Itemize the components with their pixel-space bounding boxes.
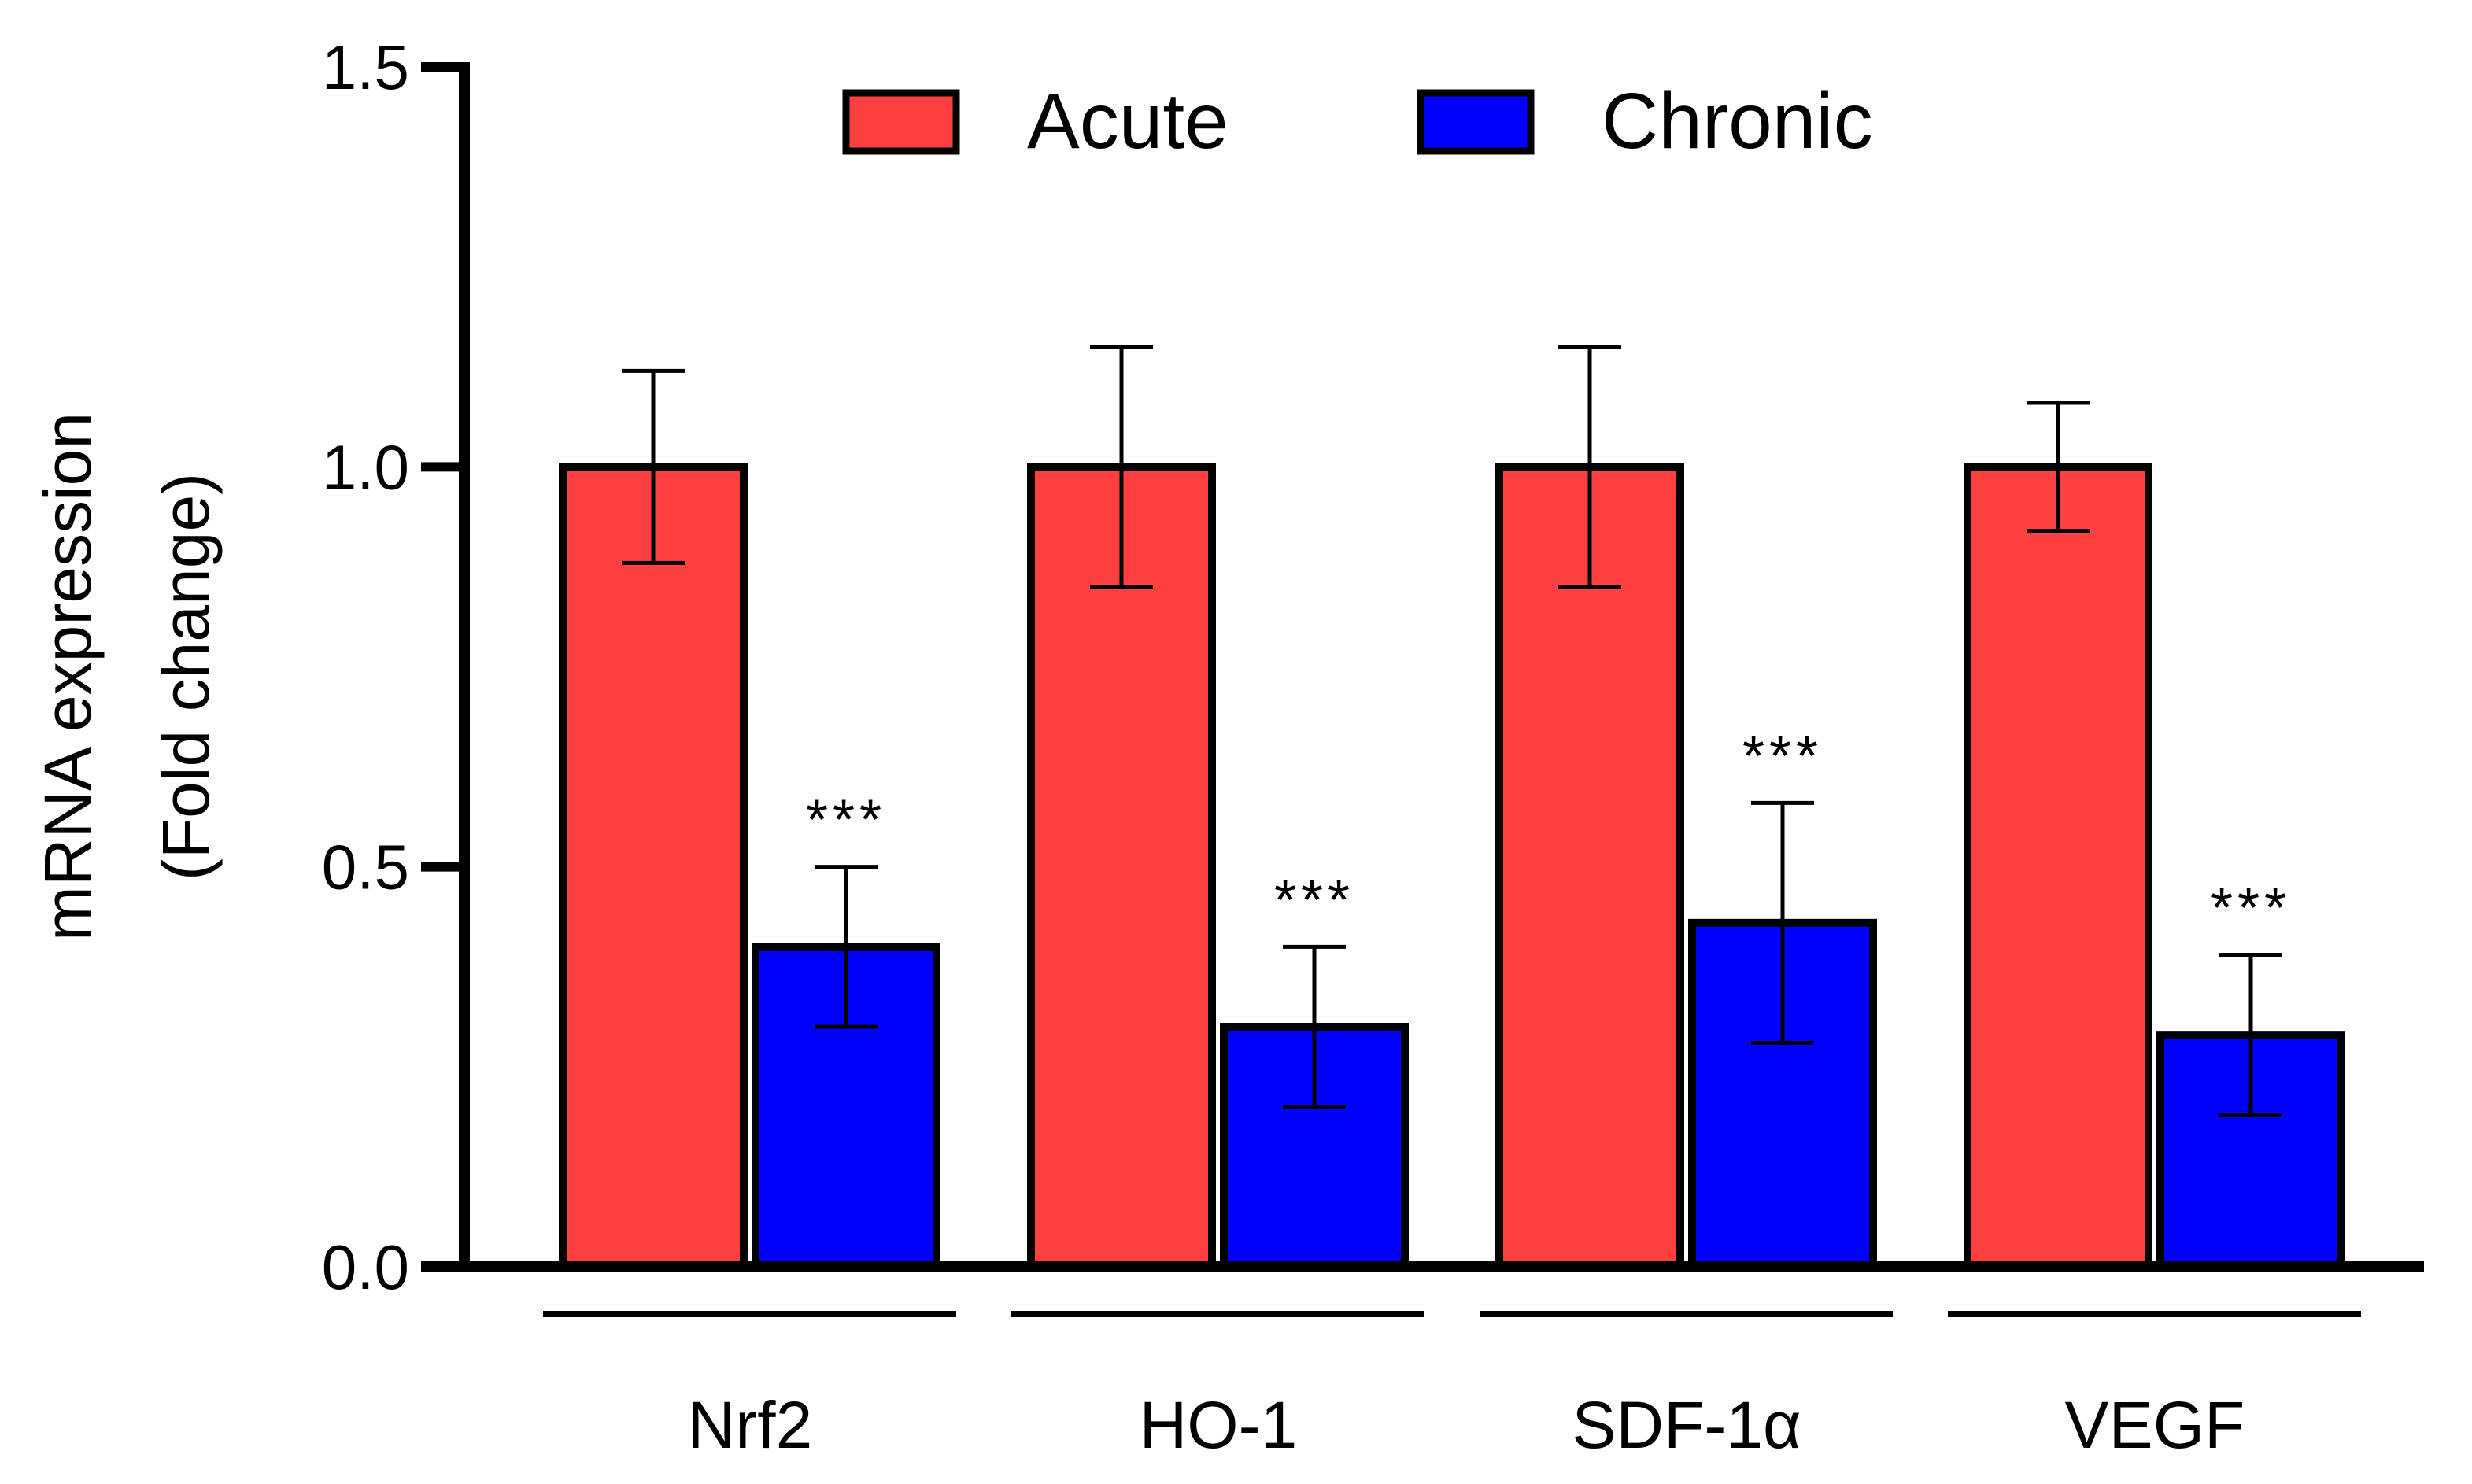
y-tick-label: 0.5 xyxy=(322,832,409,903)
y-axis-title-line-1: mRNA expression xyxy=(31,412,105,941)
category-label: VEGF xyxy=(2065,1388,2245,1462)
significance-label: *** xyxy=(2211,877,2291,940)
legend-swatch-chronic xyxy=(1417,89,1535,155)
bar-acute-3 xyxy=(1964,463,2152,1271)
bar-acute-0 xyxy=(559,463,748,1271)
category-labels: Nrf2 HO-1 SDF-1α VEGF xyxy=(543,1311,2361,1462)
y-tick-label: 1.0 xyxy=(322,432,409,502)
y-tick-label: 0.0 xyxy=(322,1232,409,1302)
bar-acute-2 xyxy=(1495,463,1684,1271)
legend-swatch-acute xyxy=(842,89,960,155)
significance-label: *** xyxy=(806,789,886,852)
axes xyxy=(421,62,2424,1272)
y-axis-title: mRNA expression (Fold change) xyxy=(31,412,223,941)
significance-label: *** xyxy=(1274,869,1354,932)
y-ticks: 0.0 0.5 1.0 1.5 xyxy=(322,32,464,1302)
significance-label: *** xyxy=(1742,725,1823,788)
category-label: SDF-1α xyxy=(1572,1388,1801,1462)
y-tick-label: 1.5 xyxy=(322,32,409,102)
category-label: HO-1 xyxy=(1140,1388,1298,1462)
category-label: Nrf2 xyxy=(688,1388,813,1462)
legend: Acute Chronic xyxy=(842,77,1873,165)
bars: *** *** *** *** xyxy=(559,345,2345,1272)
y-axis-title-line-2: (Fold change) xyxy=(149,473,223,880)
legend-label-acute: Acute xyxy=(1027,77,1229,165)
legend-label-chronic: Chronic xyxy=(1602,77,1873,165)
